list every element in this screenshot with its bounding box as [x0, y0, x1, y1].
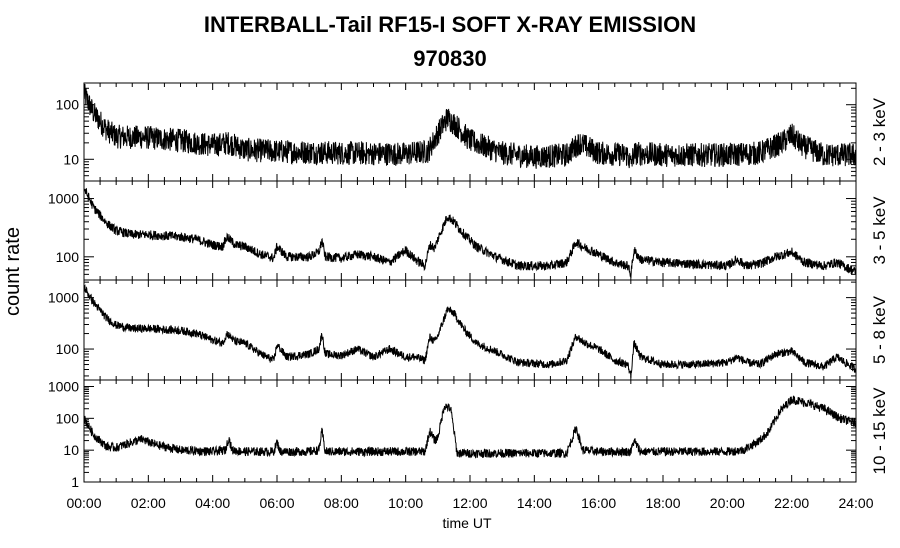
- y-tick-label: 1000: [48, 290, 79, 306]
- y-tick-label: 1: [71, 474, 79, 490]
- chart-subtitle: 970830: [413, 46, 487, 71]
- panel-label: 3 - 5 keV: [870, 196, 889, 265]
- series-line: [83, 83, 857, 169]
- panel-frame: [83, 379, 857, 483]
- series-line: [83, 187, 857, 278]
- x-tick-label: 14:00: [517, 495, 552, 511]
- x-tick-label: 04:00: [195, 495, 230, 511]
- axes-layer: 10 100 2 - 3 keV 100 1000 3 - 5 keV 100 1000 5 -…: [48, 82, 889, 511]
- chart-title: INTERBALL-Tail RF15-I SOFT X-RAY EMISSIO…: [203, 12, 697, 37]
- x-tick-label: 06:00: [259, 495, 294, 511]
- y-tick-label: 100: [56, 249, 80, 265]
- series-layer: [83, 83, 857, 459]
- y-tick-label: 100: [56, 341, 80, 357]
- series-line: [83, 284, 857, 378]
- x-tick-label: 18:00: [645, 495, 680, 511]
- x-axis-label: time UT: [443, 515, 492, 531]
- panel-frame: [83, 279, 857, 381]
- y-tick-label: 10: [63, 442, 79, 458]
- panel-frame: [83, 180, 857, 281]
- y-tick-label: 100: [56, 97, 80, 113]
- x-tick-label: 16:00: [581, 495, 616, 511]
- y-tick-label: 100: [56, 410, 80, 426]
- x-tick-label: 12:00: [452, 495, 487, 511]
- x-tick-label: 08:00: [324, 495, 359, 511]
- panel-label: 2 - 3 keV: [870, 97, 889, 166]
- panel-label: 10 - 15 keV: [870, 387, 889, 475]
- x-tick-label: 00:00: [66, 495, 101, 511]
- y-tick-label: 1000: [48, 378, 79, 394]
- x-tick-label: 24:00: [838, 495, 873, 511]
- x-tick-label: 10:00: [388, 495, 423, 511]
- x-tick-label: 20:00: [710, 495, 745, 511]
- x-tick-label: 02:00: [131, 495, 166, 511]
- y-tick-label: 1000: [48, 191, 79, 207]
- panel-label: 5 - 8 keV: [870, 295, 889, 364]
- x-tick-label: 22:00: [774, 495, 809, 511]
- y-tick-label: 10: [63, 151, 79, 167]
- series-line: [83, 395, 857, 459]
